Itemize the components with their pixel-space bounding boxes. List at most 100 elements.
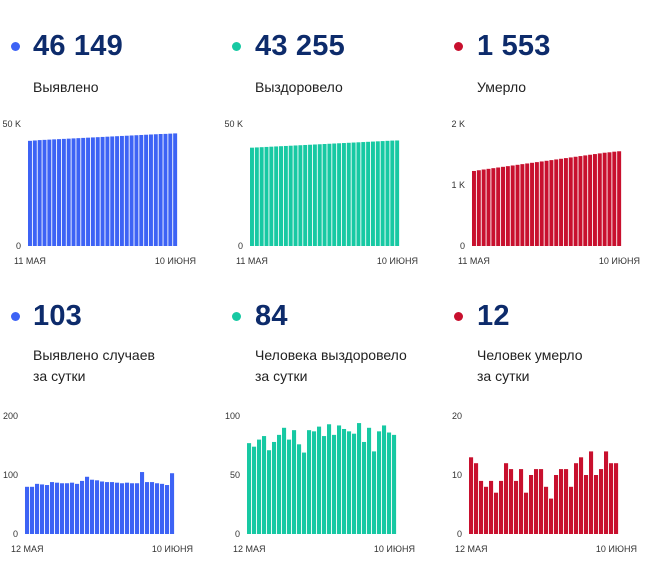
bar [115, 136, 120, 246]
bar [52, 139, 57, 246]
bar [297, 444, 302, 534]
bar [382, 425, 387, 534]
bar [165, 485, 170, 534]
metric-label-line: Человек умерло [477, 347, 583, 363]
y-tick-label: 50 [230, 470, 240, 480]
metric-label-line: Человека выздоровело [255, 347, 407, 363]
bar [486, 168, 491, 246]
bar [90, 479, 95, 534]
bar [380, 141, 385, 246]
bar [81, 137, 86, 246]
bar [327, 424, 332, 534]
bar [604, 451, 609, 534]
bar [90, 137, 95, 246]
bar [594, 475, 599, 534]
bar [589, 451, 594, 534]
bar [559, 158, 564, 246]
bar [35, 483, 40, 534]
bar [366, 141, 371, 246]
y-tick-label: 10 [452, 470, 462, 480]
bar [356, 142, 361, 246]
bar [549, 160, 554, 246]
bar [564, 469, 569, 534]
bar [361, 142, 366, 246]
y-tick-label: 0 [457, 529, 462, 539]
bar [264, 146, 269, 246]
x-tick-label: 11 МАЯ [14, 256, 46, 266]
big-number: 12 [477, 300, 510, 332]
bar [519, 469, 524, 534]
bar [308, 144, 313, 246]
bar [75, 483, 80, 534]
legend-dot [454, 312, 463, 321]
big-number: 1 553 [477, 30, 551, 62]
big-number: 43 255 [255, 30, 345, 62]
bar [573, 156, 578, 246]
bar [472, 170, 476, 246]
bar [30, 486, 35, 534]
bar [57, 139, 61, 246]
x-tick-label: 12 МАЯ [11, 544, 44, 554]
bar [42, 139, 47, 246]
bar [574, 463, 579, 534]
bar [262, 436, 267, 534]
bar [148, 134, 153, 246]
bar [322, 436, 327, 534]
bar [254, 147, 259, 246]
bar [283, 145, 288, 246]
x-tick-label: 10 ИЮНЯ [374, 544, 415, 554]
bar [489, 480, 494, 534]
bar [496, 167, 501, 246]
bar [494, 492, 499, 534]
bar [277, 434, 282, 534]
bar [534, 162, 539, 246]
bar [110, 482, 115, 534]
bar [312, 431, 317, 534]
bar [351, 142, 356, 246]
bar [346, 142, 351, 246]
bar [578, 156, 583, 246]
bar [173, 133, 178, 246]
bar [139, 134, 144, 246]
bar [279, 146, 283, 246]
big-number: 84 [255, 300, 288, 332]
bar [499, 480, 504, 534]
bar [120, 483, 125, 534]
bar [25, 486, 30, 534]
x-tick-label: 10 ИЮНЯ [599, 256, 640, 266]
bar [129, 135, 134, 246]
bar [100, 481, 105, 534]
y-tick-label: 0 [13, 529, 18, 539]
big-number: 46 149 [33, 30, 123, 62]
bar [100, 136, 105, 246]
y-tick-label: 0 [16, 241, 21, 251]
metric-label-line: за сутки [477, 368, 530, 384]
bar [568, 157, 573, 246]
bar [617, 151, 622, 246]
bar [272, 441, 277, 534]
bar-chart: 0 1 K 2 K 11 МАЯ 10 ИЮНЯ [451, 119, 640, 266]
legend-dot [454, 42, 463, 51]
metric-label-line: за сутки [255, 368, 308, 384]
bar-chart: 0 50 K 11 МАЯ 10 ИЮНЯ [224, 119, 418, 266]
bar [539, 161, 544, 246]
bar [86, 137, 91, 246]
bar [32, 140, 37, 246]
x-tick-label: 10 ИЮНЯ [152, 544, 193, 554]
bar [140, 472, 145, 534]
bar [144, 134, 149, 246]
bar-chart: 0 50 100 12 МАЯ 10 ИЮНЯ [225, 411, 415, 554]
bar [134, 135, 139, 246]
bar [115, 482, 120, 534]
bar [469, 457, 474, 534]
bar [45, 485, 50, 534]
bar [530, 162, 535, 246]
x-tick-label: 12 МАЯ [455, 544, 488, 554]
bar [362, 441, 367, 534]
bar [95, 480, 100, 534]
bar [170, 473, 175, 534]
bar [509, 469, 514, 534]
bar [257, 439, 262, 534]
bar [476, 170, 481, 246]
bar [327, 143, 332, 246]
